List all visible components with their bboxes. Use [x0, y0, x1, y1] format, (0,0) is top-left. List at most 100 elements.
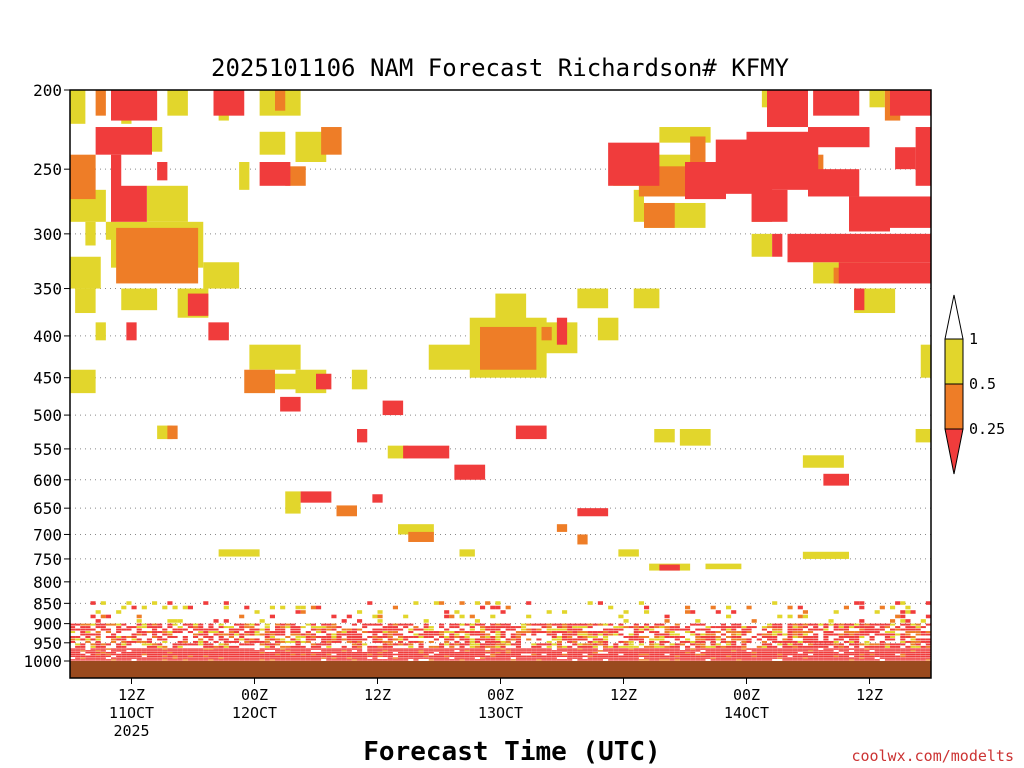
- ri-cell: [562, 628, 568, 631]
- ri-cell: [280, 628, 286, 631]
- ri-cell: [649, 626, 655, 629]
- ri-cell: [761, 650, 767, 652]
- ri-cell: [741, 659, 747, 661]
- ri-cell: [731, 640, 737, 643]
- ri-cell: [664, 655, 670, 658]
- ri-cell: [792, 623, 798, 626]
- ri-cell: [577, 626, 583, 629]
- ri-cell: [859, 635, 865, 638]
- ri-cell: [321, 628, 327, 631]
- ri-cell: [659, 633, 665, 636]
- ri-cell: [556, 653, 562, 656]
- ri-cell: [833, 638, 839, 641]
- ri-cell: [95, 623, 101, 626]
- ri-cell: [428, 628, 434, 631]
- ri-cell: [100, 623, 106, 626]
- ri-cell: [346, 651, 352, 654]
- ri-cell: [797, 605, 803, 610]
- ri-cell: [305, 655, 311, 658]
- ri-cell: [218, 633, 224, 636]
- ri-cell: [736, 623, 742, 626]
- ri-cell: [131, 605, 137, 610]
- ri-cell: [638, 626, 644, 629]
- ri-cell: [562, 655, 568, 658]
- ri-cell: [577, 534, 588, 545]
- ri-cell: [116, 655, 122, 658]
- ri-cell: [879, 640, 885, 643]
- ri-cell: [808, 628, 814, 631]
- ri-cell: [669, 659, 675, 661]
- ri-cell: [310, 626, 316, 629]
- ri-cell: [500, 631, 506, 634]
- ri-cell: [382, 659, 388, 661]
- ri-cell: [567, 635, 573, 638]
- colorbar-orange-bin: [944, 383, 964, 430]
- ri-cell: [608, 648, 614, 650]
- ri-cell: [746, 131, 819, 190]
- ri-cell: [111, 185, 147, 222]
- ri-cell: [300, 655, 306, 658]
- ri-cell: [515, 643, 521, 646]
- ri-cell: [280, 659, 286, 661]
- ri-cell: [884, 633, 890, 636]
- ri-cell: [782, 645, 788, 648]
- ri-cell: [141, 626, 147, 629]
- ri-cell: [228, 645, 234, 648]
- ri-cell: [239, 614, 245, 619]
- ri-cell: [920, 631, 926, 634]
- ri-cell: [592, 640, 598, 643]
- ri-cell: [290, 633, 296, 636]
- ri-cell: [541, 326, 552, 341]
- ri-cell: [731, 651, 737, 654]
- ri-cell: [152, 623, 158, 626]
- ri-cell: [413, 655, 419, 658]
- ri-cell: [869, 657, 875, 659]
- ri-cell: [249, 640, 255, 643]
- ri-cell: [336, 648, 342, 650]
- ri-cell: [664, 659, 670, 661]
- ri-cell: [531, 645, 537, 648]
- ri-cell: [280, 648, 286, 650]
- ri-cell: [382, 628, 388, 631]
- ri-cell: [679, 628, 685, 631]
- ri-cell: [854, 631, 860, 634]
- ri-cell: [316, 635, 322, 638]
- ri-cell: [890, 650, 896, 652]
- ri-cell: [408, 531, 434, 542]
- ri-cell: [249, 643, 255, 646]
- ri-cell: [695, 645, 701, 648]
- ri-cell: [879, 657, 885, 659]
- ri-cell: [239, 655, 245, 658]
- ri-cell: [726, 645, 732, 648]
- ri-cell: [105, 221, 117, 240]
- ri-cell: [162, 633, 168, 636]
- ri-cell: [592, 659, 598, 661]
- ri-cell: [357, 635, 363, 638]
- ri-cell: [70, 659, 76, 661]
- ri-cell: [638, 631, 644, 634]
- ri-cell: [228, 626, 234, 629]
- ri-cell: [623, 659, 629, 661]
- ri-cell: [649, 650, 655, 652]
- ri-cell: [536, 648, 542, 650]
- ri-cell: [203, 648, 209, 650]
- ri-cell: [167, 655, 173, 658]
- ri-cell: [464, 635, 470, 638]
- ri-cell: [449, 645, 455, 648]
- ri-cell: [116, 623, 122, 626]
- ri-cell: [577, 508, 609, 517]
- ri-cell: [864, 659, 870, 661]
- ri-cell: [403, 653, 409, 656]
- ri-cell: [305, 640, 311, 643]
- ri-cell: [690, 653, 696, 656]
- ri-cell: [408, 650, 414, 652]
- ri-cell: [228, 651, 234, 654]
- ri-cell: [659, 626, 665, 629]
- ri-cell: [459, 614, 465, 619]
- ri-cell: [515, 648, 521, 650]
- ri-cell: [741, 628, 747, 631]
- ri-cell: [346, 640, 352, 643]
- ri-cell: [813, 645, 819, 648]
- ri-cell: [269, 638, 275, 641]
- ri-cell: [100, 648, 106, 650]
